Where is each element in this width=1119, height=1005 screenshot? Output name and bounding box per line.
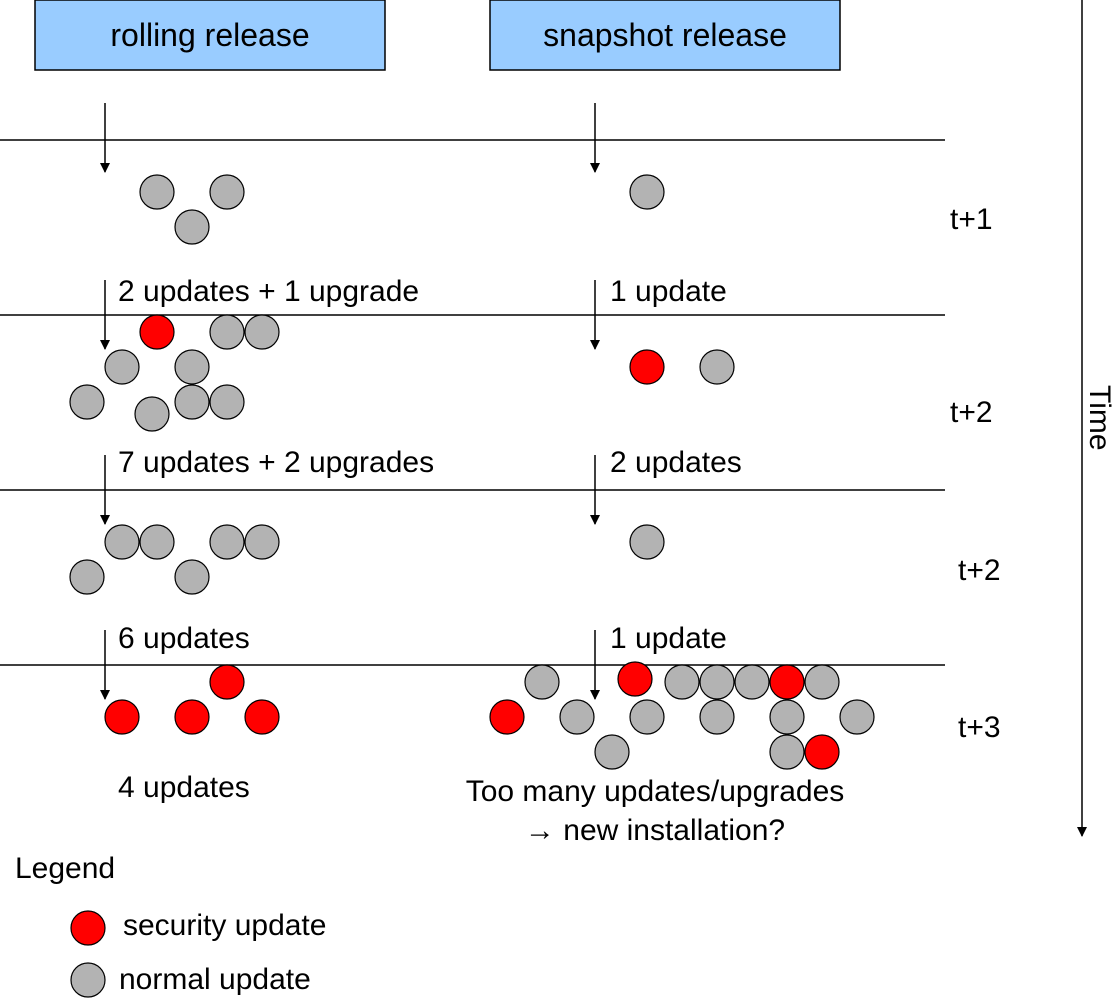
time-axis-label: Time xyxy=(1083,385,1116,451)
rolling-row-2-label: 7 updates + 2 upgrades xyxy=(118,446,434,479)
rolling-release-title: rolling release xyxy=(110,17,309,53)
snapshot-row-1-label: 1 update xyxy=(610,275,727,308)
snapshot-release-title: snapshot release xyxy=(543,17,787,53)
security-update-circle xyxy=(244,699,280,735)
legend-security-swatch xyxy=(70,910,106,946)
snapshot-row-2-label: 2 updates xyxy=(610,446,742,479)
normal-update-circle xyxy=(209,174,245,210)
security-update-circle xyxy=(209,664,245,700)
legend-security-label: security update xyxy=(123,909,326,942)
normal-update-circle xyxy=(134,396,170,432)
normal-update-circle xyxy=(244,314,280,350)
update-circles xyxy=(69,174,875,770)
rolling-release-header: rolling release xyxy=(34,0,386,71)
security-update-circle xyxy=(617,661,653,697)
snapshot-note-line-1: Too many updates/upgrades xyxy=(466,775,845,808)
security-update-circle xyxy=(804,734,840,770)
normal-update-circle xyxy=(244,524,280,560)
normal-update-circle xyxy=(699,349,735,385)
security-update-circle xyxy=(139,314,175,350)
rolling-row-1-label: 2 updates + 1 upgrade xyxy=(118,275,419,308)
legend: Legend security update normal update xyxy=(15,852,326,998)
normal-update-circle xyxy=(629,174,665,210)
normal-update-circle xyxy=(209,524,245,560)
normal-update-circle xyxy=(69,559,105,595)
normal-update-circle xyxy=(804,664,840,700)
snapshot-release-header: snapshot release xyxy=(489,0,841,71)
security-update-circle xyxy=(769,664,805,700)
normal-update-circle xyxy=(769,734,805,770)
time-label-row-4: t+3 xyxy=(958,711,1001,744)
security-update-circle xyxy=(489,699,525,735)
normal-update-circle xyxy=(629,699,665,735)
normal-update-circle xyxy=(769,699,805,735)
normal-update-circle xyxy=(174,384,210,420)
normal-update-circle xyxy=(664,664,700,700)
normal-update-circle xyxy=(174,209,210,245)
time-label-row-3: t+2 xyxy=(958,554,1001,587)
rolling-row-4-label: 4 updates xyxy=(118,771,250,804)
normal-update-circle xyxy=(209,384,245,420)
normal-update-circle xyxy=(839,699,875,735)
normal-update-circle xyxy=(174,349,210,385)
normal-update-circle xyxy=(524,664,560,700)
normal-update-circle xyxy=(629,524,665,560)
normal-update-circle xyxy=(69,384,105,420)
normal-update-circle xyxy=(104,524,140,560)
normal-update-circle xyxy=(594,734,630,770)
security-update-circle xyxy=(629,349,665,385)
security-update-circle xyxy=(174,699,210,735)
time-label-row-1: t+1 xyxy=(950,203,993,236)
normal-update-circle xyxy=(699,664,735,700)
normal-update-circle xyxy=(104,349,140,385)
normal-update-circle xyxy=(209,314,245,350)
snapshot-row-3-label: 1 update xyxy=(610,622,727,655)
normal-update-circle xyxy=(559,699,595,735)
time-label-row-2: t+2 xyxy=(950,396,993,429)
rolling-row-3-label: 6 updates xyxy=(118,622,250,655)
normal-update-circle xyxy=(734,664,770,700)
legend-title: Legend xyxy=(15,852,115,885)
normal-update-circle xyxy=(139,524,175,560)
normal-update-circle xyxy=(174,559,210,595)
legend-normal-swatch xyxy=(70,962,106,998)
security-update-circle xyxy=(104,699,140,735)
normal-update-circle xyxy=(139,174,175,210)
snapshot-note-line-2: → new installation? xyxy=(525,814,785,847)
legend-normal-label: normal update xyxy=(119,963,311,996)
normal-update-circle xyxy=(699,699,735,735)
